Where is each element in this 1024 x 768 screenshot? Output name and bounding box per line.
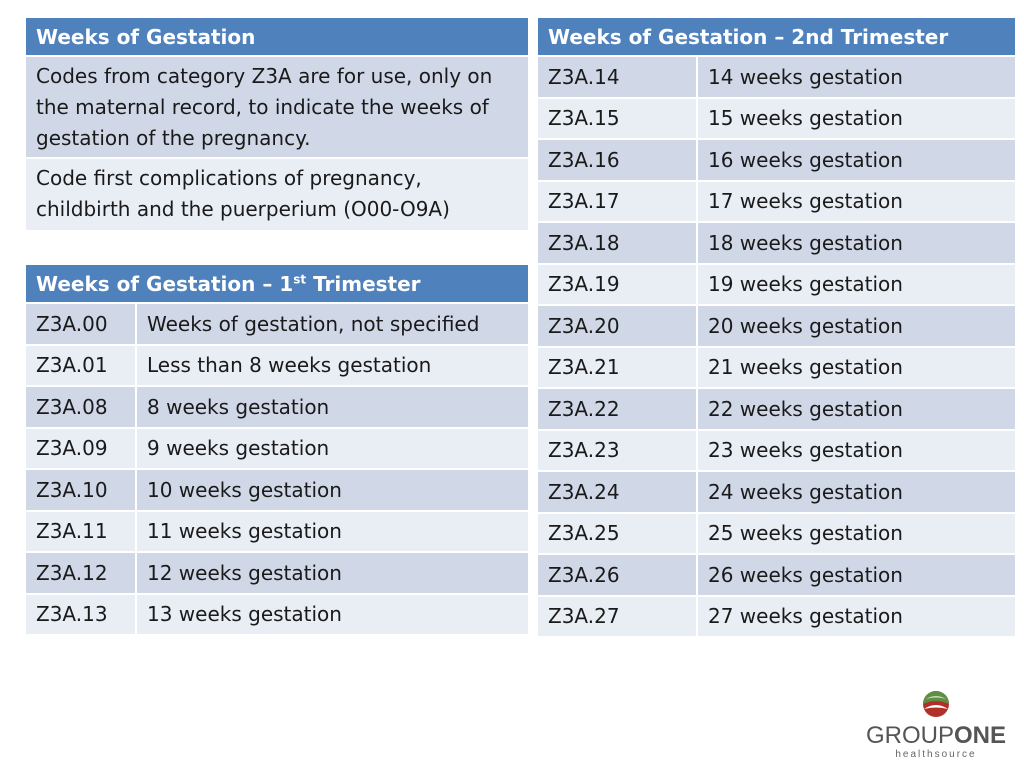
code-cell: Z3A.19	[538, 264, 698, 304]
table-row: Z3A.10 10 weeks gestation	[26, 470, 528, 512]
description-cell: 19 weeks gestation	[708, 272, 903, 297]
globe-icon	[923, 691, 949, 717]
table-row: Z3A.16 16 weeks gestation	[538, 140, 1015, 182]
description-cell: 16 weeks gestation	[708, 147, 903, 172]
code-cell: Z3A.09	[26, 428, 137, 468]
description-cell: 17 weeks gestation	[708, 189, 903, 214]
first-trimester-table: Weeks of Gestation – 1st Trimester Z3A.0…	[26, 265, 528, 636]
table-row: Z3A.17 17 weeks gestation	[538, 181, 1015, 223]
table-row: Z3A.08 8 weeks gestation	[26, 387, 528, 429]
code-cell: Z3A.10	[26, 470, 137, 510]
second-trimester-rows: Z3A.14 14 weeks gestation Z3A.15 15 weeks g…	[538, 57, 1015, 638]
logo-word-one: ONE	[954, 722, 1007, 749]
description-cell: 8 weeks gestation	[147, 394, 330, 419]
code-cell: Z3A.20	[538, 306, 698, 346]
description-cell: 11 weeks gestation	[147, 519, 342, 544]
table-row: Z3A.00 Weeks of gestation, not specified	[26, 304, 528, 346]
first-trimester-title: Weeks of Gestation – 1st Trimester	[26, 265, 528, 304]
code-cell: Z3A.27	[538, 596, 698, 636]
description-cell: Less than 8 weeks gestation	[147, 353, 432, 378]
code-cell: Z3A.00	[26, 304, 137, 344]
code-cell: Z3A.25	[538, 513, 698, 553]
description-cell: 10 weeks gestation	[147, 477, 342, 502]
table-row: Z3A.22 22 weeks gestation	[538, 389, 1015, 431]
logo-word-group: GROUP	[865, 722, 954, 749]
second-trimester-title: Weeks of Gestation – 2nd Trimester	[538, 18, 1015, 57]
first-trimester-rows: Z3A.00 Weeks of gestation, not specified Z…	[26, 304, 528, 636]
code-cell: Z3A.15	[538, 98, 698, 138]
second-trimester-table: Weeks of Gestation – 2nd Trimester Z3A.1…	[538, 18, 1015, 638]
logo-wordmark: GROUPONE	[856, 722, 1016, 750]
description-cell: 9 weeks gestation	[147, 436, 330, 461]
description-cell: 23 weeks gestation	[708, 438, 903, 463]
intro-paragraph-1: Codes from category Z3A are for use, onl…	[26, 57, 528, 159]
description-cell: Weeks of gestation, not specified	[147, 311, 480, 336]
code-cell: Z3A.17	[538, 181, 698, 221]
code-cell: Z3A.11	[26, 511, 137, 551]
table-row: Z3A.15 15 weeks gestation	[538, 98, 1015, 140]
table-row: Z3A.18 18 weeks gestation	[538, 223, 1015, 265]
description-cell: 25 weeks gestation	[708, 521, 903, 546]
code-cell: Z3A.01	[26, 345, 137, 385]
description-cell: 14 weeks gestation	[708, 64, 903, 89]
description-cell: 21 weeks gestation	[708, 355, 903, 380]
description-cell: 26 weeks gestation	[708, 562, 903, 587]
table-row: Z3A.12 12 weeks gestation	[26, 553, 528, 595]
table-row: Z3A.21 21 weeks gestation	[538, 347, 1015, 389]
description-cell: 20 weeks gestation	[708, 313, 903, 338]
description-cell: 18 weeks gestation	[708, 230, 903, 255]
code-cell: Z3A.23	[538, 430, 698, 470]
description-cell: 24 weeks gestation	[708, 479, 903, 504]
code-cell: Z3A.16	[538, 140, 698, 180]
table-row: Z3A.26 26 weeks gestation	[538, 555, 1015, 597]
description-cell: 13 weeks gestation	[147, 602, 342, 627]
table-row: Z3A.09 9 weeks gestation	[26, 428, 528, 470]
table-row: Z3A.23 23 weeks gestation	[538, 430, 1015, 472]
description-cell: 27 weeks gestation	[708, 604, 903, 629]
table-row: Z3A.14 14 weeks gestation	[538, 57, 1015, 99]
code-cell: Z3A.08	[26, 387, 137, 427]
table-row: Z3A.13 13 weeks gestation	[26, 594, 528, 636]
table-row: Z3A.24 24 weeks gestation	[538, 472, 1015, 514]
first-title-text: Weeks of Gestation – 1	[36, 272, 294, 296]
groupone-logo: GROUPONE healthsource	[856, 688, 1016, 760]
code-cell: Z3A.13	[26, 594, 137, 634]
description-cell: 15 weeks gestation	[708, 106, 903, 131]
description-cell: 22 weeks gestation	[708, 396, 903, 421]
code-cell: Z3A.12	[26, 553, 137, 593]
table-row: Z3A.11 11 weeks gestation	[26, 511, 528, 553]
first-title-suffix: Trimester	[306, 272, 421, 296]
code-cell: Z3A.22	[538, 389, 698, 429]
first-title-sup: st	[293, 272, 307, 287]
table-row: Z3A.25 25 weeks gestation	[538, 513, 1015, 555]
description-cell: 12 weeks gestation	[147, 560, 342, 585]
code-cell: Z3A.21	[538, 347, 698, 387]
code-cell: Z3A.24	[538, 472, 698, 512]
logo-tagline: healthsource	[895, 749, 977, 760]
intro-title: Weeks of Gestation	[26, 18, 528, 57]
table-row: Z3A.19 19 weeks gestation	[538, 264, 1015, 306]
intro-paragraph-2: Code first complications of pregnancy, c…	[26, 159, 528, 230]
code-cell: Z3A.18	[538, 223, 698, 263]
code-cell: Z3A.26	[538, 555, 698, 595]
code-cell: Z3A.14	[538, 57, 698, 97]
table-row: Z3A.01 Less than 8 weeks gestation	[26, 345, 528, 387]
intro-box: Weeks of Gestation Codes from category Z…	[26, 18, 528, 230]
table-row: Z3A.20 20 weeks gestation	[538, 306, 1015, 348]
table-row: Z3A.27 27 weeks gestation	[538, 596, 1015, 638]
